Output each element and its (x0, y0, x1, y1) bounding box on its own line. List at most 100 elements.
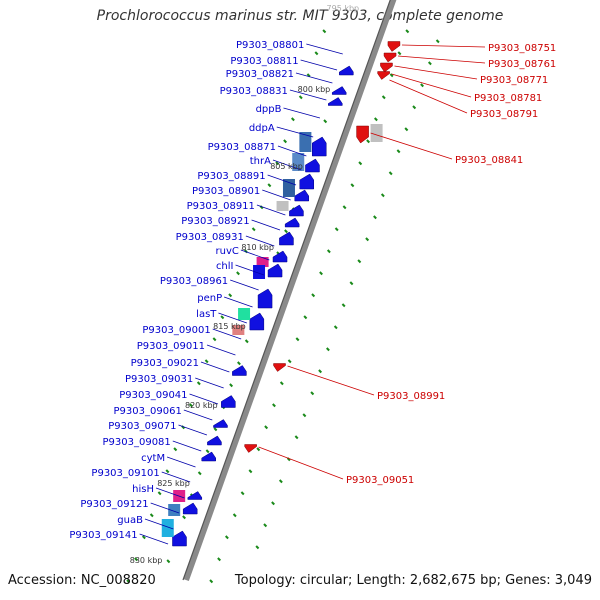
inner-right-tick (232, 513, 237, 518)
gene-label-text: guaB (117, 515, 143, 526)
gene-label-text: P9303_08901 (192, 186, 260, 197)
inner-left-tick (205, 449, 210, 454)
leader-line (144, 518, 174, 530)
gene-label-right: P9303_08791 (470, 109, 538, 120)
leader-line (235, 264, 265, 276)
gene-label-text: P9303_09081 (102, 437, 170, 448)
leader-line (150, 502, 180, 514)
outer-left-tick (283, 139, 288, 144)
inner-right-tick (397, 51, 402, 56)
leader-line (195, 377, 224, 389)
outer-right-tick (365, 237, 370, 242)
gene-label-left: P9303_08961 (160, 276, 228, 287)
gene-label-text: P9303_08961 (160, 276, 228, 287)
leader-line (218, 312, 247, 324)
inner-right-tick (326, 249, 331, 254)
gene-label-text: P9303_08761 (488, 59, 556, 70)
gene-label-right: P9303_08991 (377, 391, 445, 402)
inner-right-tick (334, 227, 339, 232)
gene-label-left: hisH (132, 484, 154, 495)
outer-left-tick (189, 403, 193, 408)
forward-gene-arrow (267, 263, 283, 278)
forward-gene-arrow (172, 530, 187, 547)
gene-label-left: P9303_08811 (230, 56, 298, 67)
gene-label-left: cytM (141, 453, 165, 464)
inner-right-tick (303, 315, 308, 320)
kbp-marker: 805 kbp (270, 162, 303, 171)
outer-left-tick (149, 513, 154, 518)
leader-line (183, 409, 213, 421)
gene-label-text: P9303_08831 (220, 86, 288, 97)
gene-label-left: guaB (117, 515, 143, 526)
outer-left-tick (165, 469, 170, 474)
outer-left-tick (275, 161, 280, 166)
inner-left-tick (213, 427, 218, 432)
gene-label-left: P9303_09011 (137, 341, 205, 352)
leader-line (394, 65, 478, 80)
outer-left-tick (314, 51, 319, 56)
gene-label-left: dppB (256, 104, 282, 115)
gene-label-text: P9303_08931 (176, 232, 244, 243)
gene-label-text: cytM (141, 453, 165, 464)
reverse-gene-arrow (377, 71, 390, 80)
outer-left-tick (291, 117, 295, 122)
backbone-edge (182, 0, 391, 581)
inner-right-tick (319, 271, 323, 276)
gene-label-left: P9303_08921 (181, 216, 249, 227)
inner-right-tick (287, 359, 292, 364)
forward-gene-arrow (331, 86, 347, 95)
inner-right-tick (374, 117, 378, 122)
inner-left-tick (197, 471, 202, 476)
inner-right-tick (279, 381, 284, 386)
feature-block (238, 308, 251, 320)
gene-label-text: hisH (132, 484, 154, 495)
outer-right-tick (427, 61, 432, 66)
gene-label-left: P9303_09071 (108, 421, 176, 432)
gene-label-left: P9303_08871 (208, 142, 276, 153)
inner-right-tick (272, 403, 276, 408)
leader-line (389, 79, 468, 114)
outer-left-tick (212, 337, 217, 342)
leader-line (230, 279, 259, 291)
feature-block (370, 124, 383, 142)
leader-line (166, 456, 196, 468)
forward-gene-arrow (289, 204, 304, 217)
forward-gene-arrow (328, 97, 343, 106)
gene-label-text: dppB (256, 104, 282, 115)
gene-label-text: P9303_09121 (80, 499, 148, 510)
gene-label-text: P9303_08891 (197, 171, 265, 182)
gene-label-text: P9303_08821 (226, 69, 294, 80)
inner-right-tick (405, 29, 410, 34)
leader-line (277, 145, 307, 157)
outer-right-tick (294, 435, 299, 440)
gene-label-left: P9303_09121 (80, 499, 148, 510)
gene-label-text: P9303_08871 (208, 142, 276, 153)
outer-right-tick (404, 127, 409, 132)
leader-line (262, 189, 291, 201)
gene-label-left: P9303_08911 (187, 201, 255, 212)
outer-left-tick (306, 73, 311, 78)
forward-gene-arrow (213, 419, 228, 428)
forward-gene-arrow (279, 231, 294, 246)
outer-left-tick (126, 579, 131, 584)
kbp-marker: 815 kbp (213, 322, 246, 331)
gene-label-text: penP (197, 293, 222, 304)
gene-label-left: penP (197, 293, 222, 304)
gene-label-right: P9303_08751 (488, 43, 556, 54)
inner-right-tick (358, 161, 363, 166)
inner-right-tick (256, 447, 261, 452)
outer-right-tick (278, 479, 283, 484)
gene-label-left: P9303_09101 (91, 468, 159, 479)
gene-label-right: P9303_08771 (480, 75, 548, 86)
gene-label-text: P9303_08771 (480, 75, 548, 86)
inner-right-tick (311, 293, 316, 298)
gene-label-left: lasT (196, 309, 217, 320)
outer-right-tick (302, 413, 307, 418)
forward-gene-arrow (294, 189, 310, 202)
reverse-gene-arrow (356, 125, 369, 144)
leader-line (200, 361, 230, 373)
inner-right-tick (248, 469, 253, 474)
leader-line (295, 72, 333, 84)
gene-label-left: ddpA (249, 123, 275, 134)
